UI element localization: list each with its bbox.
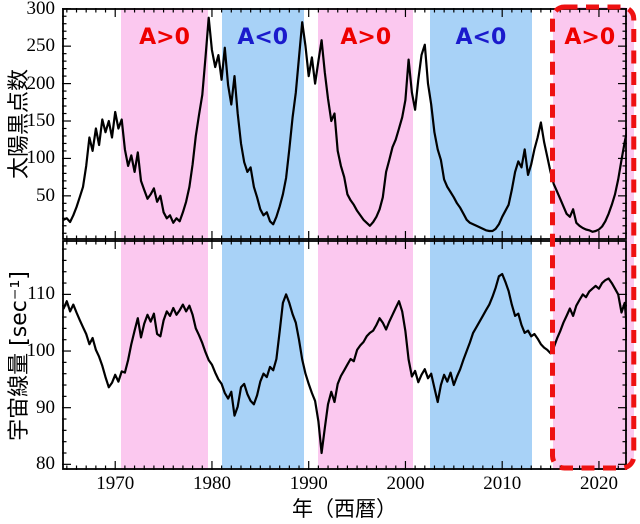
polarity-label: A>0 xyxy=(139,25,190,50)
x-axis-label: 年（西暦） xyxy=(292,497,397,521)
polarity-label: A<0 xyxy=(237,25,289,50)
x-tick-label: 2000 xyxy=(386,473,425,494)
polarity-band xyxy=(429,8,533,240)
y-tick-label: 300 xyxy=(26,0,56,19)
y-tick-label: 50 xyxy=(36,184,55,206)
polarity-band xyxy=(121,240,209,470)
polarity-band xyxy=(221,8,304,240)
polarity-label: A<0 xyxy=(455,25,507,50)
cosmic-ray-count-rate-curve xyxy=(62,272,627,455)
polarity-band xyxy=(121,8,209,240)
polarity-band xyxy=(429,240,533,470)
polarity-band xyxy=(318,8,414,240)
polarity-label: A>0 xyxy=(564,25,616,50)
y-tick-label: 80 xyxy=(36,453,55,475)
x-tick-label: 1970 xyxy=(96,473,135,494)
y-tick-label: 100 xyxy=(26,147,56,169)
x-tick-label: 2020 xyxy=(579,473,618,494)
y-tick-label: 100 xyxy=(26,340,56,362)
y-tick-label: 150 xyxy=(26,110,56,131)
cosmic-ray-plot xyxy=(62,240,627,470)
cosmic-ray-panel xyxy=(62,240,627,470)
polarity-band xyxy=(318,240,414,470)
polarity-band xyxy=(221,240,304,470)
y-tick-label: 90 xyxy=(36,396,55,418)
y-tick-label: 250 xyxy=(26,35,56,57)
y-tick-label: 110 xyxy=(27,283,55,305)
x-tick-label: 2010 xyxy=(483,473,522,494)
sunspot-number-curve xyxy=(62,16,627,233)
y-tick-label: 200 xyxy=(26,72,56,94)
x-tick-label: 1990 xyxy=(289,473,328,494)
x-tick-label: 1980 xyxy=(192,473,231,494)
polarity-label: A>0 xyxy=(340,25,392,50)
